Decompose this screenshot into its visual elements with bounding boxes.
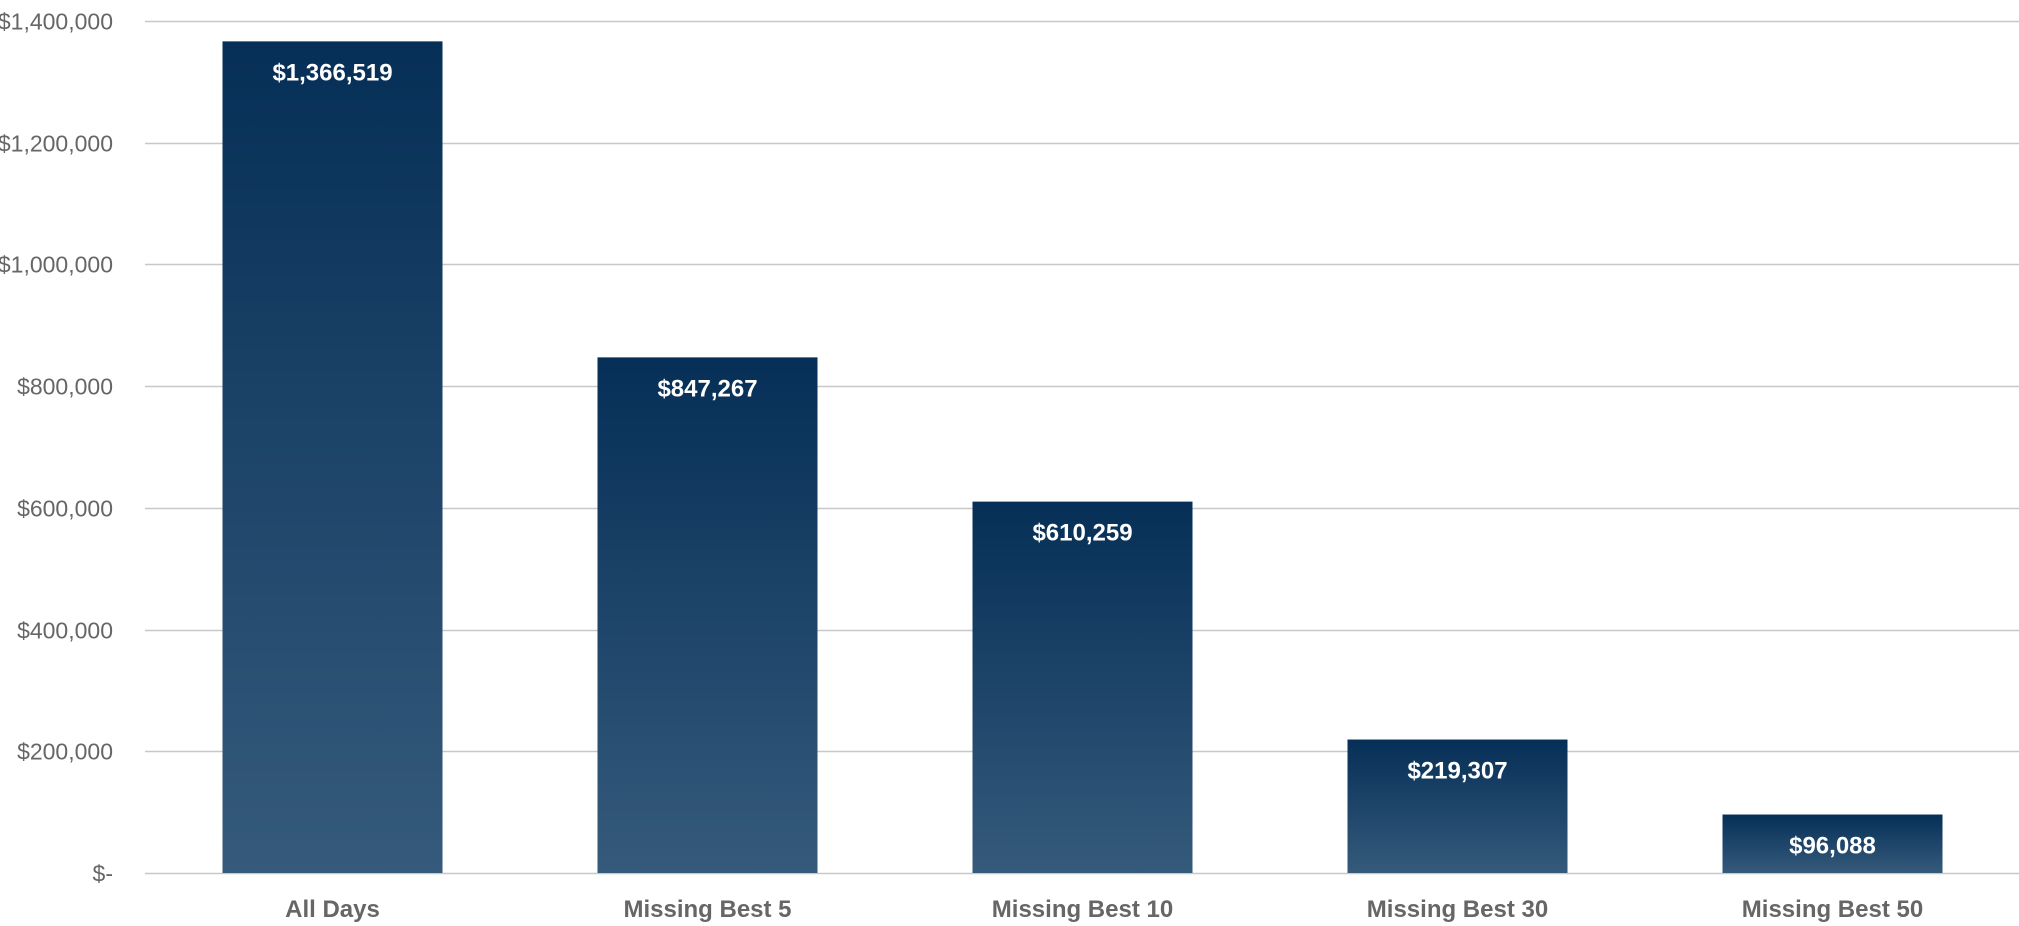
x-tick-label: Missing Best 30 [1367,896,1548,923]
y-tick-label: $600,000 [17,496,113,522]
bar [972,501,1193,873]
data-label: $610,259 [1032,520,1132,547]
y-tick-label: $- [93,861,113,887]
data-label: $96,088 [1789,833,1876,860]
bar [1722,814,1943,873]
x-tick-label: Missing Best 50 [1742,896,1923,923]
y-tick-label: $1,400,000 [0,9,113,35]
bar [222,41,443,873]
data-label: $219,307 [1407,758,1507,785]
y-axis-ticks: $- $200,000 $400,000 $600,000 $800,000 $1,000… [0,9,113,887]
data-label: $1,366,519 [272,59,392,86]
x-tick-label: All Days [285,896,380,923]
x-axis-ticks: All Days Missing Best 5 Missing Best 10 Mis… [285,896,1923,923]
x-tick-label: Missing Best 5 [623,896,791,923]
y-tick-label: $800,000 [17,374,113,400]
y-tick-label: $400,000 [17,618,113,644]
x-tick-label: Missing Best 10 [992,896,1173,923]
y-tick-label: $200,000 [17,739,113,765]
y-tick-label: $1,000,000 [0,252,113,278]
data-label: $847,267 [657,375,757,402]
bar [1347,739,1568,873]
bar [597,357,818,873]
y-tick-label: $1,200,000 [0,131,113,157]
bars: $1,366,519 $847,267 $610,259 $219,307 $96,08… [222,41,1943,873]
